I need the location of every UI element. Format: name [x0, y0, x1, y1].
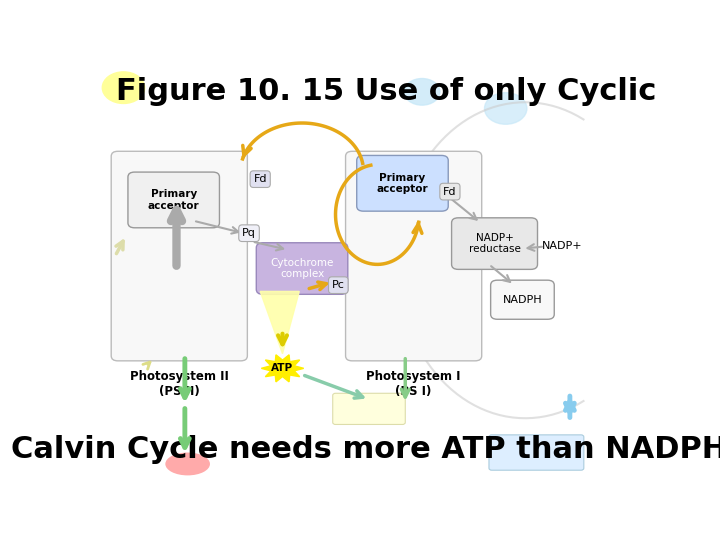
- Text: Primary
acceptor: Primary acceptor: [377, 172, 428, 194]
- Text: Primary
acceptor: Primary acceptor: [148, 189, 199, 211]
- Text: Calvin Cycle needs more ATP than NADPH: Calvin Cycle needs more ATP than NADPH: [11, 435, 720, 464]
- Text: NADPH: NADPH: [503, 295, 542, 305]
- Circle shape: [166, 259, 198, 282]
- FancyBboxPatch shape: [490, 280, 554, 319]
- Circle shape: [418, 246, 449, 270]
- Circle shape: [364, 275, 396, 299]
- Circle shape: [364, 246, 396, 270]
- Circle shape: [485, 93, 527, 124]
- Circle shape: [102, 72, 145, 104]
- FancyArrowPatch shape: [181, 359, 189, 397]
- FancyArrowPatch shape: [565, 396, 575, 412]
- Circle shape: [443, 246, 474, 270]
- Circle shape: [418, 275, 449, 299]
- Circle shape: [395, 259, 426, 282]
- FancyArrowPatch shape: [278, 334, 287, 345]
- Polygon shape: [261, 355, 304, 382]
- FancyArrowPatch shape: [305, 375, 363, 398]
- Text: Photosystem II
(PS II): Photosystem II (PS II): [130, 370, 229, 399]
- Circle shape: [176, 261, 200, 280]
- FancyArrowPatch shape: [181, 409, 189, 448]
- FancyBboxPatch shape: [128, 172, 220, 228]
- Circle shape: [192, 305, 222, 328]
- Circle shape: [161, 246, 192, 270]
- Text: NADP+
reductase: NADP+ reductase: [469, 233, 521, 254]
- Text: Pq: Pq: [242, 228, 256, 238]
- FancyArrowPatch shape: [452, 200, 477, 220]
- Circle shape: [130, 275, 161, 299]
- Circle shape: [404, 78, 440, 105]
- Circle shape: [161, 305, 192, 328]
- Circle shape: [130, 246, 161, 270]
- Circle shape: [161, 275, 192, 299]
- Circle shape: [130, 305, 161, 328]
- FancyBboxPatch shape: [356, 156, 449, 211]
- Circle shape: [443, 305, 474, 328]
- FancyBboxPatch shape: [451, 218, 538, 269]
- Circle shape: [443, 329, 474, 353]
- Circle shape: [364, 305, 396, 328]
- Text: NADP+: NADP+: [542, 241, 582, 251]
- Circle shape: [390, 329, 421, 353]
- Circle shape: [130, 329, 161, 353]
- FancyBboxPatch shape: [489, 435, 584, 470]
- Circle shape: [384, 261, 408, 280]
- Text: Pc: Pc: [332, 280, 345, 290]
- FancyArrowPatch shape: [565, 402, 575, 417]
- FancyArrowPatch shape: [491, 266, 510, 282]
- FancyArrowPatch shape: [255, 242, 283, 251]
- Circle shape: [418, 305, 449, 328]
- FancyBboxPatch shape: [256, 243, 348, 294]
- FancyBboxPatch shape: [111, 151, 248, 361]
- Text: ATP: ATP: [271, 363, 294, 373]
- Text: Fd: Fd: [444, 187, 456, 197]
- Text: Cytochrome
complex: Cytochrome complex: [270, 258, 334, 279]
- Circle shape: [192, 246, 222, 270]
- Circle shape: [390, 246, 421, 270]
- Polygon shape: [260, 292, 300, 354]
- Ellipse shape: [166, 453, 210, 475]
- Circle shape: [156, 259, 186, 282]
- FancyArrowPatch shape: [143, 362, 150, 369]
- FancyArrowPatch shape: [196, 221, 238, 234]
- Text: Fd: Fd: [253, 174, 267, 184]
- FancyArrowPatch shape: [528, 244, 542, 251]
- FancyBboxPatch shape: [333, 393, 405, 424]
- Circle shape: [158, 261, 183, 280]
- Circle shape: [390, 275, 421, 299]
- Circle shape: [418, 329, 449, 353]
- Circle shape: [192, 329, 222, 353]
- FancyArrowPatch shape: [401, 359, 409, 397]
- Text: Figure 10. 15 Use of only Cyclic: Figure 10. 15 Use of only Cyclic: [115, 77, 656, 106]
- Circle shape: [443, 275, 474, 299]
- FancyBboxPatch shape: [346, 151, 482, 361]
- Circle shape: [161, 329, 192, 353]
- Circle shape: [400, 261, 425, 280]
- Circle shape: [379, 259, 410, 282]
- FancyArrowPatch shape: [309, 282, 326, 289]
- Circle shape: [192, 275, 222, 299]
- Circle shape: [364, 329, 396, 353]
- Text: Photosystem I
(PS I): Photosystem I (PS I): [366, 370, 461, 399]
- Circle shape: [390, 305, 421, 328]
